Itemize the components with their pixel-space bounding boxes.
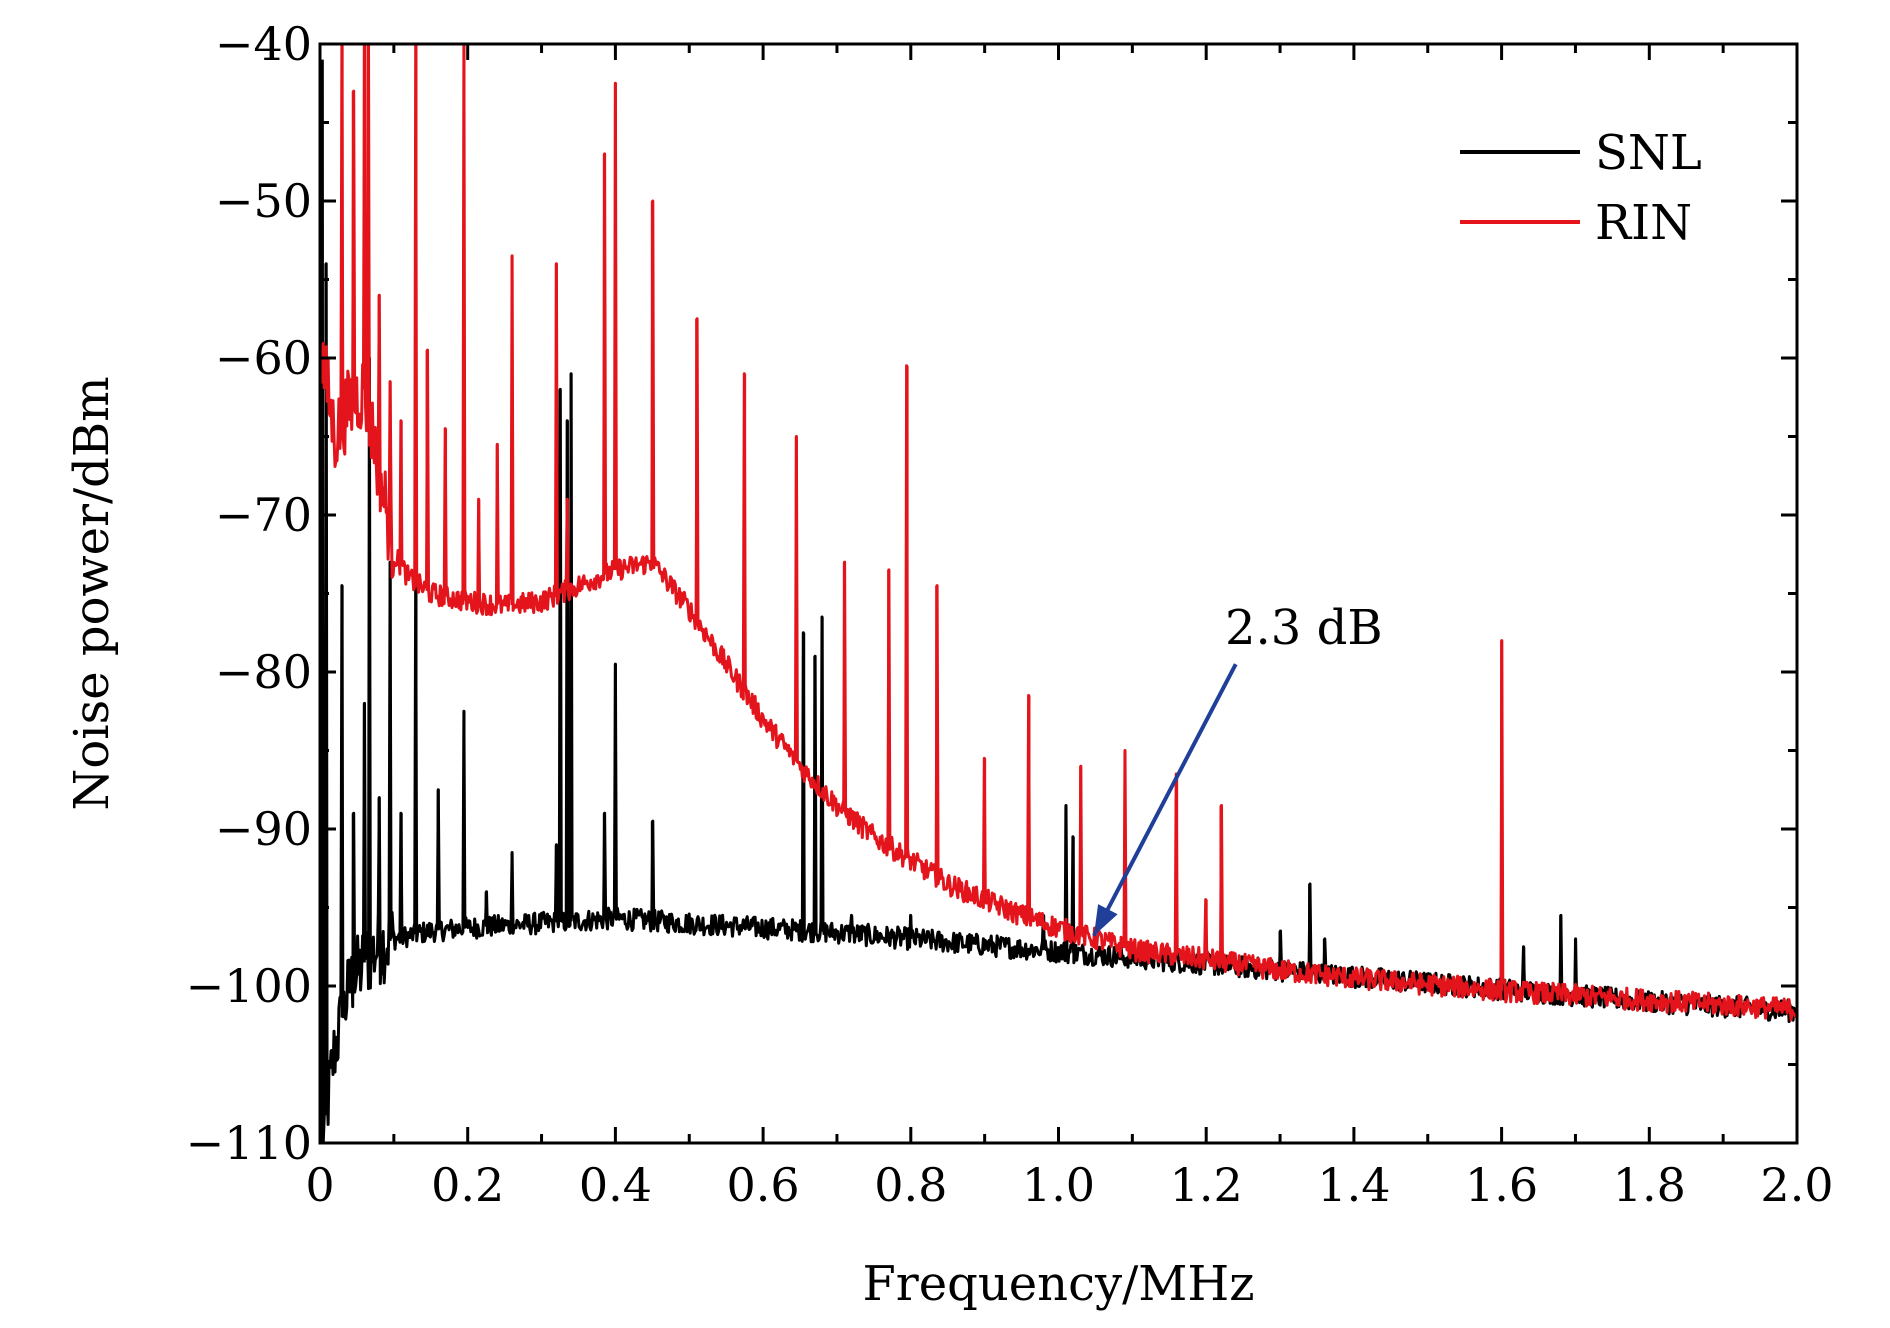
y-tick-label: −50 <box>215 174 312 228</box>
annotation: 2.3 dB <box>1092 600 1383 937</box>
series-line-rin <box>320 42 1798 1022</box>
x-tick-label: 1.4 <box>1317 1158 1390 1212</box>
legend: SNL RIN <box>1460 125 1702 251</box>
series-rin <box>320 42 1798 1022</box>
x-axis-title: Frequency/MHz <box>862 1256 1254 1312</box>
x-tick-label: 1.6 <box>1465 1158 1538 1212</box>
x-tick-labels: 0 0.2 0.4 0.6 0.8 1.0 1.2 1.4 1.6 1.8 2.0 <box>305 1158 1833 1212</box>
y-tick-label: −100 <box>186 959 312 1013</box>
y-axis-title: Noise power/dBm <box>64 376 120 810</box>
y-tick-label: −70 <box>215 488 312 542</box>
annotation-arrowhead <box>1093 904 1118 936</box>
annotation-arrow <box>1092 663 1238 937</box>
x-tick-label: 0 <box>305 1158 334 1212</box>
x-tick-label: 0.2 <box>431 1158 504 1212</box>
x-tick-label: 0.8 <box>874 1158 947 1212</box>
legend-label-snl: SNL <box>1595 125 1702 181</box>
series-layer <box>320 42 1798 1145</box>
y-tick-label: −110 <box>186 1116 312 1170</box>
x-tick-label: 1.0 <box>1022 1158 1095 1212</box>
legend-label-rin: RIN <box>1595 195 1692 251</box>
annotation-label: 2.3 dB <box>1225 600 1383 656</box>
x-tick-label: 0.6 <box>727 1158 800 1212</box>
y-tick-label: −60 <box>215 331 312 385</box>
axis-ticks <box>318 42 1799 1145</box>
x-tick-label: 1.2 <box>1170 1158 1243 1212</box>
x-tick-label: 2.0 <box>1760 1158 1833 1212</box>
y-tick-label: −90 <box>215 802 312 856</box>
y-tick-labels: −110 −100 −90 −80 −70 −60 −50 −40 <box>186 17 312 1170</box>
x-tick-label: 0.4 <box>579 1158 652 1212</box>
y-tick-label: −80 <box>215 645 312 699</box>
x-tick-label: 1.8 <box>1613 1158 1686 1212</box>
y-tick-label: −40 <box>215 17 312 71</box>
